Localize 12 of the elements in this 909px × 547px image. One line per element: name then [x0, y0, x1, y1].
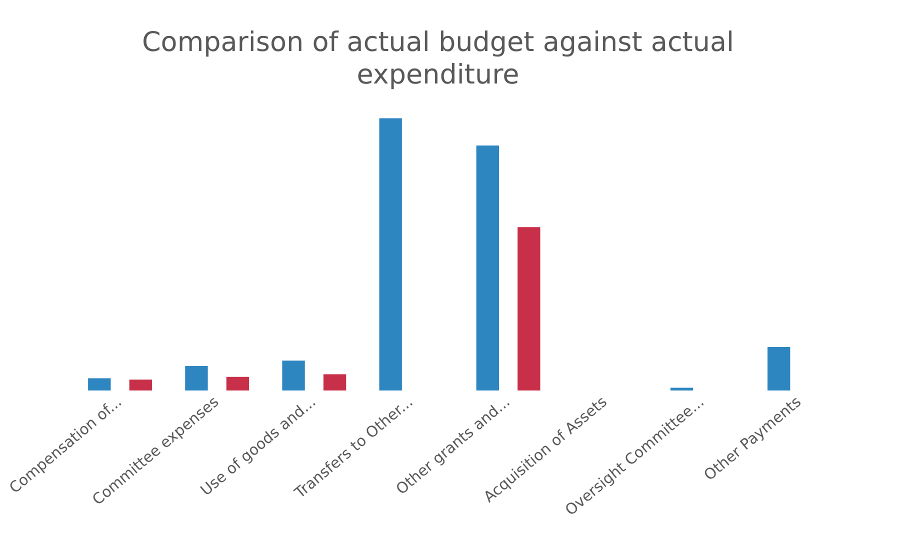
- bar: [282, 360, 305, 391]
- bar: [88, 378, 111, 391]
- bar: [670, 388, 694, 391]
- bar: [379, 118, 402, 391]
- bar: [476, 145, 499, 391]
- bar: [518, 227, 540, 391]
- chart-title: Comparison of actual budget against actual expenditure: [142, 27, 734, 91]
- bar: [323, 374, 346, 391]
- bar: [768, 346, 790, 391]
- bar: [185, 366, 208, 391]
- bar: [226, 376, 250, 391]
- bar: [129, 380, 152, 391]
